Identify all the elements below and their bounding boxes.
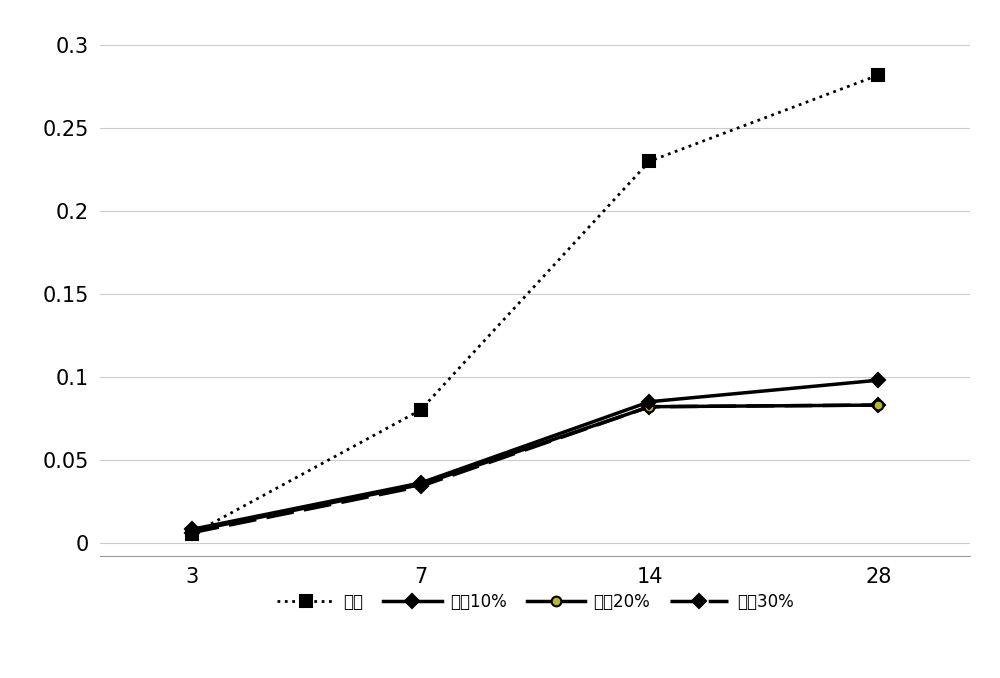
Legend: 基准, 掺量10%, 掺量20%, 掺量30%: 基准, 掺量10%, 掺量20%, 掺量30%	[270, 586, 800, 617]
